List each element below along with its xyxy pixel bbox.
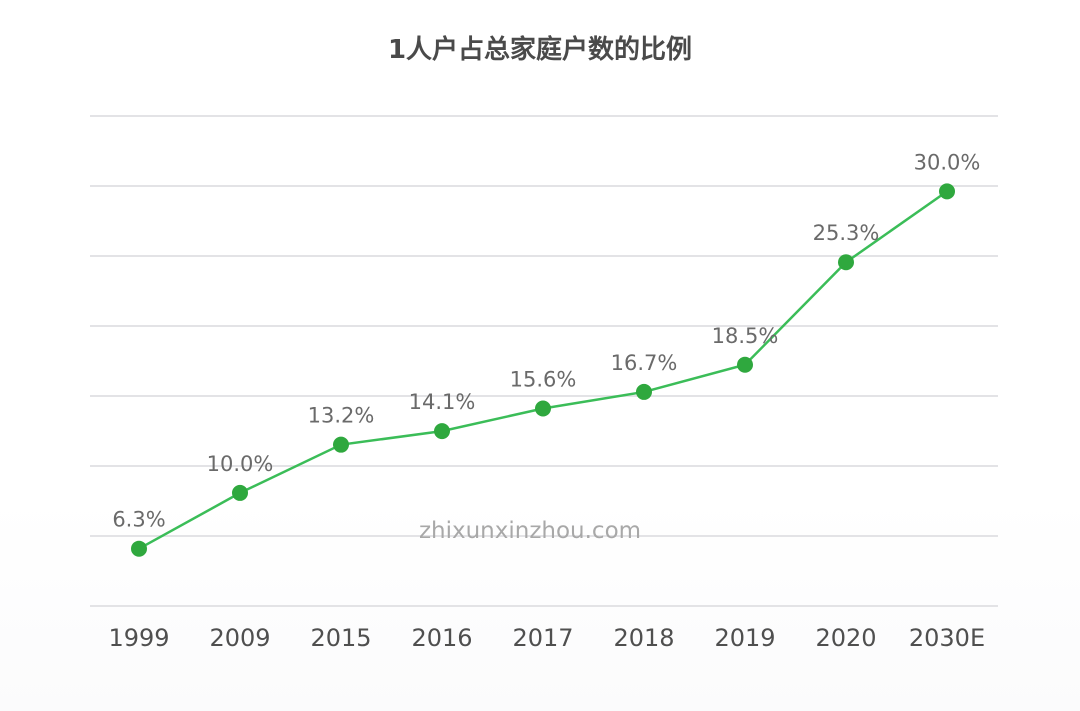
data-point [838,254,854,271]
x-tick-label: 2017 [512,624,573,652]
gridlines [90,115,998,607]
x-tick-label: 2030E [909,624,985,652]
x-tick-labels: 1999 2009 2015 2016 2017 2018 2019 2020 2030E [108,624,985,652]
data-points [131,183,955,557]
data-label: 25.3% [813,221,880,245]
data-point [232,484,248,501]
data-point [333,436,349,453]
data-label: 6.3% [112,508,165,532]
data-label: 14.1% [409,390,476,414]
data-point [636,383,652,400]
chart-title: 1人户占总家庭户数的比例 [388,34,692,65]
data-label: 15.6% [510,367,577,391]
x-tick-label: 1999 [108,624,169,652]
data-point [535,400,551,417]
data-label: 16.7% [611,351,678,375]
data-label: 13.2% [308,404,375,428]
data-point [737,356,753,373]
data-point [939,183,955,200]
data-point [434,423,450,440]
data-labels: 6.3% 10.0% 13.2% 14.1% 15.6% 16.7% 18.5% 25.3% 3… [112,150,980,531]
data-label: 18.5% [712,324,779,348]
x-tick-label: 2020 [815,624,876,652]
x-tick-label: 2009 [209,624,270,652]
x-tick-label: 2016 [411,624,472,652]
watermark-text: zhixunxinzhou.com [419,518,641,544]
data-point [131,540,147,557]
data-label: 10.0% [207,452,274,476]
x-tick-label: 2019 [714,624,775,652]
x-tick-label: 2015 [310,624,371,652]
data-label: 30.0% [914,150,981,174]
x-tick-label: 2018 [613,624,674,652]
